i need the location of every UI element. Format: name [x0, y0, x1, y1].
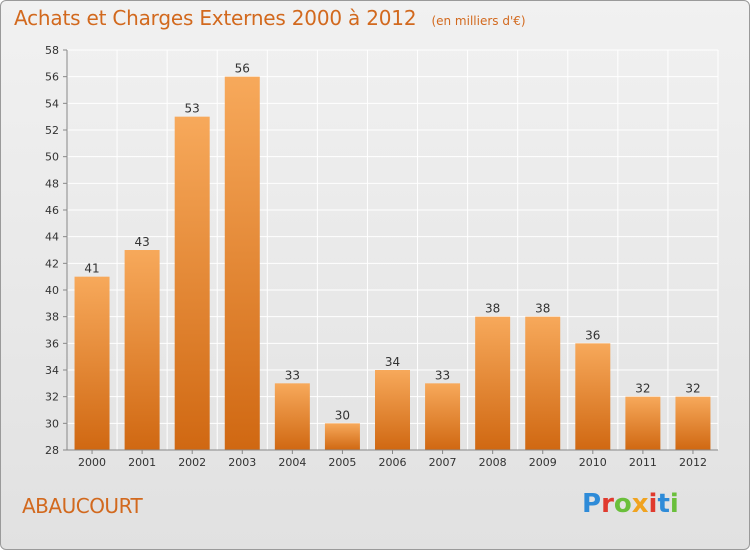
- data-label: 33: [435, 368, 450, 382]
- logo-letter: o: [613, 489, 632, 519]
- x-tick-label: 2006: [379, 456, 407, 469]
- commune-name: ABAUCOURT: [22, 494, 143, 518]
- y-tick-label: 36: [45, 337, 59, 350]
- bars: [74, 76, 711, 451]
- data-labels: 41 43 53 56 33 30 34 33 38 38 36 32 32: [84, 62, 700, 423]
- x-tick-label: 2008: [479, 456, 507, 469]
- y-tick-label: 48: [45, 177, 59, 190]
- bar: [425, 383, 461, 450]
- bar: [475, 316, 511, 450]
- proxiti-logo[interactable]: Proxiti: [582, 489, 679, 519]
- bar: [675, 396, 711, 450]
- x-tick-label: 2010: [579, 456, 607, 469]
- chart-title: Achats et Charges Externes 2000 à 2012: [14, 6, 417, 30]
- data-label: 38: [535, 302, 550, 316]
- logo-letter: i: [648, 489, 658, 519]
- y-tick-label: 30: [45, 417, 59, 430]
- logo-letter: P: [582, 489, 602, 519]
- bar: [525, 316, 561, 450]
- data-label: 38: [485, 302, 500, 316]
- y-tick-label: 40: [45, 284, 59, 297]
- y-tick-label: 34: [45, 364, 59, 377]
- logo-letter: x: [631, 489, 649, 519]
- data-label: 53: [185, 102, 200, 116]
- bar: [174, 116, 210, 451]
- x-tick-label: 2003: [228, 456, 256, 469]
- x-tick-label: 2011: [629, 456, 657, 469]
- bar: [375, 370, 410, 450]
- y-tick-label: 52: [45, 124, 59, 137]
- data-label: 43: [134, 235, 149, 249]
- data-label: 32: [635, 382, 650, 396]
- bar: [274, 383, 310, 450]
- data-label: 56: [235, 62, 250, 76]
- bar: [625, 396, 661, 450]
- logo-letter: i: [669, 489, 679, 519]
- y-tick-label: 32: [45, 391, 59, 404]
- y-tick-label: 42: [45, 257, 59, 270]
- data-label: 30: [335, 408, 350, 422]
- x-tick-label: 2012: [679, 456, 707, 469]
- y-tick-label: 44: [45, 231, 59, 244]
- y-tick-label: 50: [45, 151, 59, 164]
- chart-subtitle: (en milliers d'€): [431, 14, 526, 28]
- x-tick-label: 2009: [529, 456, 557, 469]
- x-tick-label: 2002: [178, 456, 206, 469]
- axes: 28 30 32 34 36 38 40 42 44 46 48 50 52 54 56 58 2000 2001…: [45, 44, 718, 469]
- x-tick-label: 2005: [328, 456, 356, 469]
- y-tick-label: 56: [45, 71, 59, 84]
- y-tick-label: 58: [45, 44, 59, 57]
- x-tick-label: 2004: [278, 456, 306, 469]
- x-tick-label: 2000: [78, 456, 106, 469]
- bar: [575, 343, 611, 450]
- y-tick-label: 28: [45, 444, 59, 457]
- bar: [324, 423, 360, 450]
- title-row: Achats et Charges Externes 2000 à 2012 (…: [14, 6, 526, 30]
- data-label: 32: [685, 382, 700, 396]
- bar: [74, 276, 110, 450]
- y-tick-label: 54: [45, 97, 59, 110]
- data-label: 41: [84, 262, 99, 276]
- data-label: 34: [385, 355, 400, 369]
- y-tick-label: 38: [45, 311, 59, 324]
- y-tick-label: 46: [45, 204, 59, 217]
- bar: [124, 250, 160, 450]
- logo-letter: t: [657, 489, 670, 519]
- logo-letter: r: [601, 489, 614, 519]
- data-label: 36: [585, 328, 600, 342]
- x-tick-label: 2001: [128, 456, 156, 469]
- x-tick-label: 2007: [429, 456, 457, 469]
- bar: [224, 76, 260, 451]
- data-label: 33: [285, 368, 300, 382]
